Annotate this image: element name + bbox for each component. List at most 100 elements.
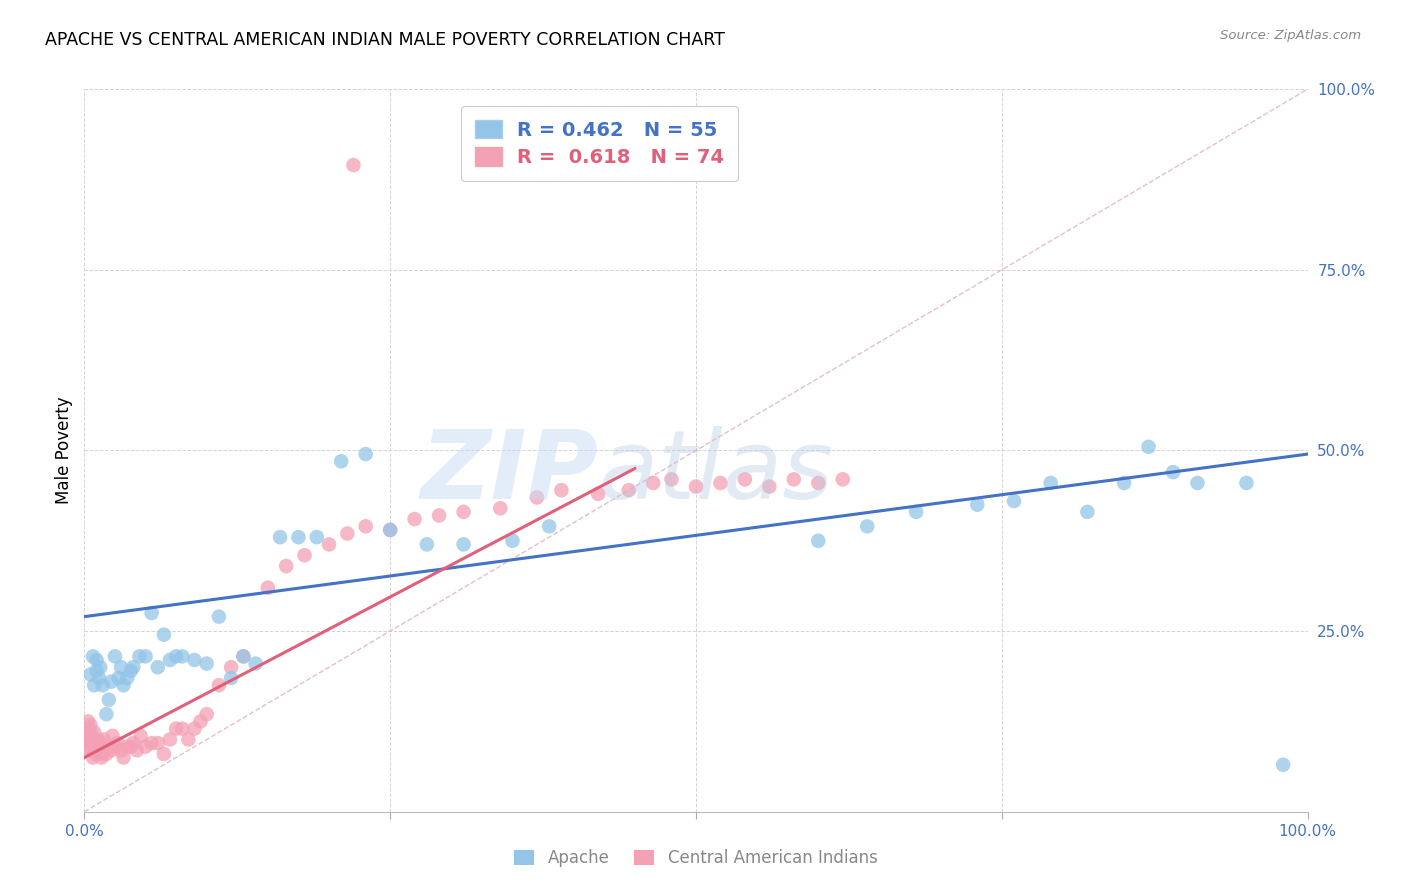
Point [77,714,100,729]
Point [86,653,108,667]
Point [1076,505,1098,519]
Point [380,523,402,537]
Point [83,739,105,754]
Point [807,475,830,490]
Point [87,732,110,747]
Point [330,454,353,468]
Point [287,530,309,544]
Point [115,739,138,754]
Point [502,533,524,548]
Point [84,747,107,761]
Point [80,743,103,757]
Point [110,743,132,757]
Point [453,505,475,519]
Point [208,678,231,692]
Point [77,722,100,736]
Point [159,653,181,667]
Point [122,660,145,674]
Point [79,725,101,739]
Point [100,743,122,757]
Point [120,739,142,754]
Point [208,609,231,624]
Point [112,750,135,764]
Point [276,559,298,574]
Point [75,736,97,750]
Point [856,519,879,533]
Point [104,739,127,754]
Point [87,671,110,685]
Point [1187,475,1209,490]
Point [89,736,111,750]
Point [219,660,242,674]
Point [100,674,122,689]
Point [110,660,132,674]
Point [129,729,152,743]
Legend: Apache, Central American Indians: Apache, Central American Indians [506,841,886,876]
Point [219,671,242,685]
Point [86,664,108,678]
Point [135,649,157,664]
Point [758,480,780,494]
Point [125,743,148,757]
Point [269,530,291,544]
Point [107,671,129,685]
Point [172,649,194,664]
Point [96,747,118,761]
Point [1236,475,1258,490]
Point [416,537,439,551]
Point [183,653,205,667]
Point [232,649,254,664]
Point [489,501,512,516]
Point [709,475,731,490]
Point [122,736,145,750]
Point [93,732,115,747]
Point [318,537,340,551]
Point [1272,757,1295,772]
Point [115,671,138,685]
Point [257,581,280,595]
Point [141,606,163,620]
Point [1137,440,1160,454]
Point [195,657,218,671]
Point [97,739,120,754]
Point [146,736,169,750]
Point [153,628,176,642]
Point [82,649,104,664]
Point [305,530,328,544]
Point [79,732,101,747]
Point [94,739,117,754]
Point [526,491,548,505]
Point [354,519,377,533]
Point [966,498,988,512]
Text: APACHE VS CENTRAL AMERICAN INDIAN MALE POVERTY CORRELATION CHART: APACHE VS CENTRAL AMERICAN INDIAN MALE P… [45,31,725,49]
Point [79,718,101,732]
Point [661,472,683,486]
Point [165,649,187,664]
Point [89,660,111,674]
Point [83,725,105,739]
Point [91,747,114,761]
Point [128,649,150,664]
Point [232,649,254,664]
Point [104,649,127,664]
Point [82,732,104,747]
Point [97,692,120,706]
Point [404,512,426,526]
Point [1002,494,1025,508]
Text: ZIP: ZIP [420,425,598,518]
Point [783,472,806,486]
Point [734,472,756,486]
Point [82,750,104,764]
Point [96,707,118,722]
Point [83,678,105,692]
Point [685,480,707,494]
Point [807,533,830,548]
Y-axis label: Male Poverty: Male Poverty [55,397,73,504]
Point [159,732,181,747]
Point [172,722,194,736]
Point [1161,465,1184,479]
Point [617,483,640,498]
Point [342,158,364,172]
Point [77,743,100,757]
Point [112,678,135,692]
